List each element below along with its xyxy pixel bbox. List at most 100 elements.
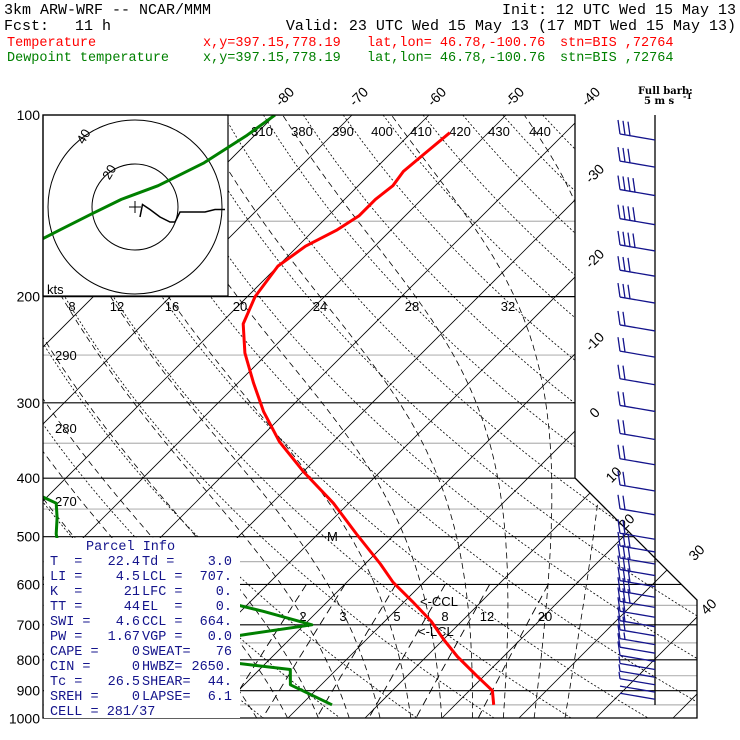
parcel-label: EL = <box>142 600 183 615</box>
parcel-row: K = 21 LFC = 0. <box>50 585 240 600</box>
isotherm-label: 0 <box>586 404 603 421</box>
parcel-label: LI = <box>50 570 83 585</box>
parcel-row: PW = 1.67 VGP = 0.0 <box>50 630 240 645</box>
wind-barb <box>618 671 656 686</box>
isotherm-label: -50 <box>502 84 528 110</box>
pressure-label-200: 200 <box>17 289 41 305</box>
parcel-row: CELL = 281/37 <box>50 705 240 720</box>
parcel-label: SWEAT= <box>142 645 191 660</box>
isotherm <box>672 115 697 718</box>
init-time: Init: 12 UTC Wed 15 May 13 <box>501 2 736 19</box>
parcel-label: CAPE = <box>50 645 99 660</box>
isotherm-label: -40 <box>578 84 604 110</box>
moist-adiabat <box>43 115 381 718</box>
dry-adiabat <box>582 115 697 718</box>
hodograph: kts 20 40 <box>42 114 229 297</box>
parcel-label: Tc = <box>50 675 83 690</box>
parcel-label: CIN = <box>50 660 91 675</box>
isotherm <box>43 115 507 718</box>
parcel-value: 664. <box>199 615 232 630</box>
legend-dewpoint-latlon: lat,lon= 46.78,-100.76 <box>367 51 546 66</box>
mixing-ratio-label: 5 <box>393 609 400 624</box>
mixing-ratio-label: 20 <box>538 609 552 624</box>
parcel-value: 0 <box>131 660 140 675</box>
mixing-ratio-label: 3 <box>339 609 346 624</box>
parcel-value: 44. <box>207 675 232 690</box>
wind-barb <box>619 685 656 693</box>
legend-temperature-latlon: lat,lon= 46.78,-100.76 <box>367 36 546 51</box>
wind-barb <box>617 543 656 565</box>
pressure-label-900: 900 <box>17 683 41 699</box>
dry-adiabat <box>43 115 495 718</box>
wind-barb <box>617 624 656 646</box>
parcel-value: 0 <box>131 645 140 660</box>
dry-adiabat-label: 280 <box>55 421 77 436</box>
moist-adiabat <box>196 115 473 718</box>
parcel-label: T = <box>50 555 83 570</box>
parcel-value: 76 <box>215 645 232 660</box>
parcel-value: 21 <box>123 585 140 600</box>
pressure-label-400: 400 <box>17 470 41 486</box>
parcel-row: TT = 44 EL = 0. <box>50 600 240 615</box>
moist-adiabat-label: 420 <box>449 124 471 139</box>
parcel-row: Tc = 26.5 SHEAR= 44. <box>50 675 240 690</box>
pressure-label-1000: 1000 <box>9 710 40 726</box>
wind-barb <box>617 606 656 628</box>
parcel-value: 6.1 <box>207 690 232 705</box>
parcel-value: 22.4 <box>107 555 140 570</box>
isotherm-label: -70 <box>346 84 372 110</box>
isotherm-label: 30 <box>685 541 707 563</box>
temperature-curve <box>241 131 496 705</box>
parcel-label: CELL = 281/37 <box>50 705 156 720</box>
parcel-row: CAPE = 0 SWEAT= 76 <box>50 645 240 660</box>
parcel-row: LI = 4.5 LCL = 707. <box>50 570 240 585</box>
isotherm-label: -10 <box>582 329 608 355</box>
m-marker: M <box>327 529 338 544</box>
parcel-label: SHEAR= <box>142 675 191 690</box>
wind-barb <box>617 566 656 588</box>
legend-temperature-xy: x,y=397.15,778.19 <box>203 36 341 51</box>
wind-barb <box>617 175 656 197</box>
wind-barb <box>617 615 656 637</box>
isotherm-label: -60 <box>424 84 450 110</box>
wind-barb <box>617 230 656 252</box>
dry-adiabat <box>263 115 697 718</box>
moist-adiabat <box>391 115 553 718</box>
upper-axis-label: 16 <box>165 299 179 314</box>
wind-barb <box>617 256 656 277</box>
parcel-row: SWI = 4.6 CCL = 664. <box>50 615 240 630</box>
dry-adiabat <box>502 115 697 718</box>
pressure-label-100: 100 <box>17 107 41 123</box>
mixing-ratio-line <box>477 584 549 718</box>
hodograph-ring <box>91 163 179 251</box>
isotherm <box>518 115 697 718</box>
moist-adiabat <box>43 115 350 718</box>
barb-key-superscript: -1 <box>683 91 692 101</box>
parcel-label: LCL = <box>142 570 183 585</box>
parcel-value: 0 <box>131 690 140 705</box>
hodograph-ring-label: 40 <box>73 126 93 146</box>
hodograph-center-icon <box>129 201 141 213</box>
valid-time: Valid: 23 UTC Wed 15 May 13 (17 MDT Wed … <box>285 18 736 35</box>
pressure-label-800: 800 <box>17 652 41 668</box>
dry-adiabat-label: 290 <box>55 348 77 363</box>
wind-barb <box>617 147 656 168</box>
wind-barb <box>617 419 656 441</box>
parcel-label: HWBZ= <box>142 660 183 675</box>
mixing-ratio-line <box>262 584 346 718</box>
upper-axis-label: 28 <box>405 299 419 314</box>
moist-adiabat-label: 380 <box>291 124 313 139</box>
isotherm <box>43 115 353 718</box>
parcel-value: 4.5 <box>115 570 140 585</box>
hodograph-ring-label: 20 <box>99 162 119 182</box>
wind-barb <box>617 204 656 226</box>
wind-barb <box>617 587 656 609</box>
parcel-label: K = <box>50 585 83 600</box>
parcel-value: 44 <box>123 600 140 615</box>
parcel-value: 3.0 <box>207 555 232 570</box>
legend-dewpoint-stn: stn=BIS ,72764 <box>560 51 674 66</box>
pressure-label-500: 500 <box>17 529 41 545</box>
upper-axis-label: 24 <box>313 299 327 314</box>
lcl-marker: <-LCL <box>418 624 454 639</box>
wind-barb <box>617 337 656 358</box>
